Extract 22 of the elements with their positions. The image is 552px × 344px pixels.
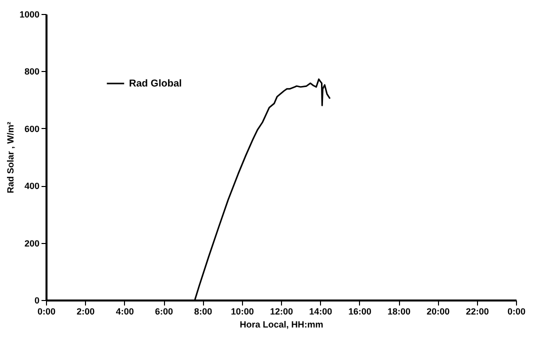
y-tick-label: 200 [24, 238, 40, 248]
x-tick-label: 6:00 [154, 306, 174, 316]
x-axis-title: Hora Local, HH:mm [240, 320, 324, 330]
y-tick-label: 600 [24, 124, 40, 134]
x-tick-label: 4:00 [116, 306, 134, 316]
x-tick-label: 10:00 [230, 306, 254, 316]
x-tick-label: 14:00 [309, 306, 332, 316]
x-tick-label: 0:00 [37, 306, 56, 316]
x-tick-label: 18:00 [387, 306, 411, 316]
x-tick-label: 22:00 [466, 306, 489, 316]
legend-label: Rad Global [129, 78, 182, 90]
x-tick-label: 20:00 [426, 306, 450, 316]
y-tick-label: 0 [34, 296, 40, 306]
y-axis-title: Rad Solar , W/m² [5, 122, 16, 194]
x-tick-label: 16:00 [348, 306, 372, 316]
x-tick-label: 2:00 [76, 306, 95, 316]
y-tick-label: 400 [24, 181, 40, 192]
x-tick-label: 8:00 [194, 306, 212, 316]
y-tick-label: 1000 [19, 10, 40, 20]
x-tick-label: 0:00 [507, 306, 526, 316]
x-tick-label: 12:00 [270, 306, 294, 316]
y-tick-label: 800 [24, 66, 40, 77]
